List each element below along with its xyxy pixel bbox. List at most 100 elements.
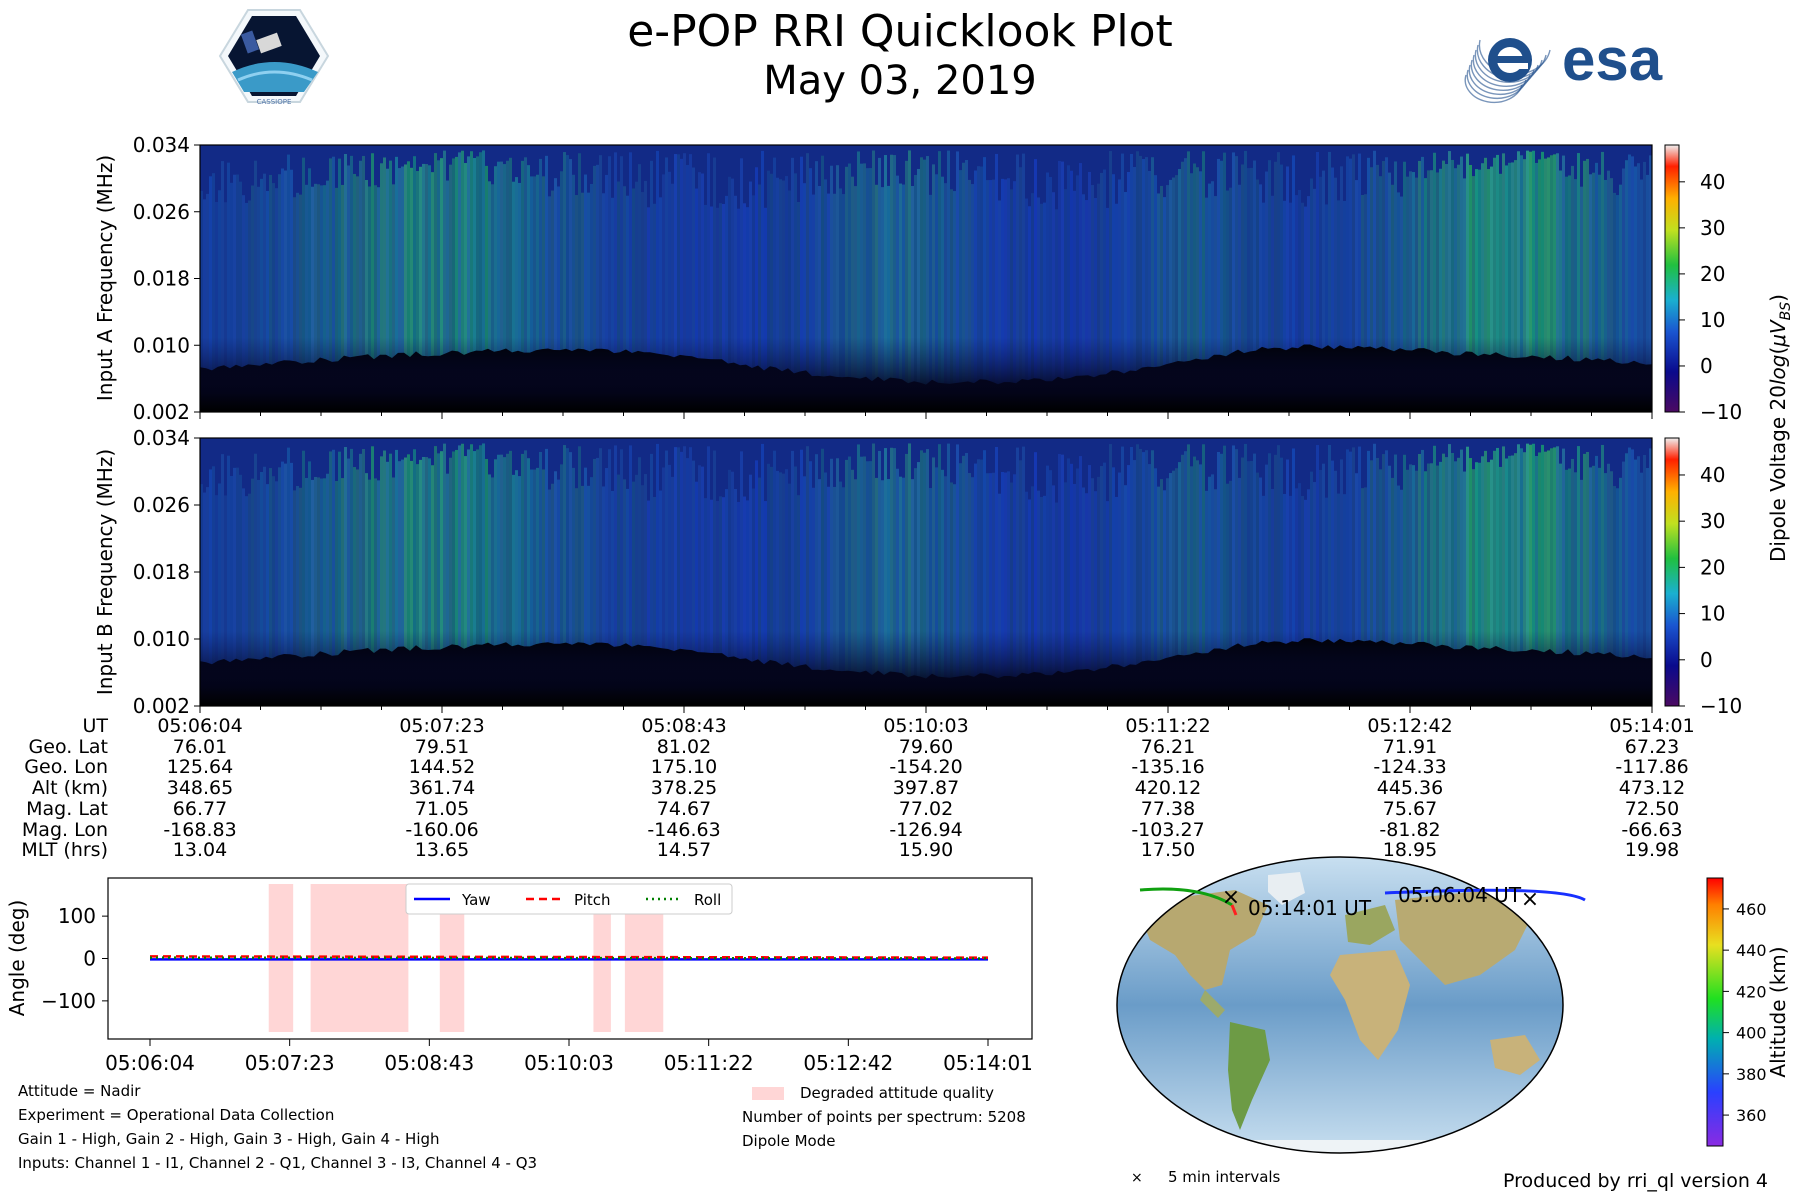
spectrogram-column (383, 157, 386, 412)
spectrogram-column (788, 483, 791, 706)
spectrogram-column (1502, 446, 1505, 706)
spectrogram-column (1013, 181, 1016, 412)
orbit-cell: 71.05 (414, 797, 470, 820)
spectrogram-column (686, 458, 689, 706)
spectrogram-column (1178, 169, 1181, 412)
spectrogram-column (857, 151, 860, 412)
spectrogram-column (674, 447, 677, 706)
spectrogram-column (416, 464, 419, 706)
spectrogram-column (1508, 455, 1511, 706)
spectrogram-column (1142, 159, 1145, 412)
spectrogram-column (548, 196, 551, 412)
spectrogram-column (1325, 497, 1328, 706)
spectrogram-column (521, 453, 524, 706)
spectrogram-column (1478, 462, 1481, 706)
spectrogram-column (593, 458, 596, 706)
orbit-cell: 05:10:03 (883, 715, 969, 737)
spectrogram-column (410, 460, 413, 706)
spectrogram-column (626, 488, 629, 706)
spectrogram-column (860, 456, 863, 706)
spectrogram-column (1169, 179, 1172, 412)
spectrogram-column (1016, 154, 1019, 412)
spectrogram-column (1295, 488, 1298, 706)
spectrogram-column (833, 193, 836, 412)
spectrogram-column (1586, 158, 1589, 412)
spectrogram-column (1577, 153, 1580, 412)
spectrogram-column (611, 490, 614, 706)
y-tick-label: 0.026 (133, 493, 190, 517)
spectrogram-column (383, 450, 386, 706)
spectrogram-column (326, 180, 329, 412)
spectrogram-column (704, 204, 707, 412)
spectrogram-column (1535, 456, 1538, 706)
spectrogram-column (473, 158, 476, 412)
spectrogram-column (341, 184, 344, 412)
spectrogram-column (218, 190, 221, 412)
degraded-interval (310, 884, 409, 1032)
spectrogram-column (218, 483, 221, 706)
spectrogram-column (1616, 195, 1619, 412)
spectrogram-column (1100, 172, 1103, 412)
spectrogram-column (1463, 178, 1466, 412)
spectrogram-column (1607, 463, 1610, 706)
spectrogram-column (1391, 184, 1394, 412)
spectrogram-column (974, 170, 977, 412)
spectrogram-column (1496, 447, 1499, 706)
spectrogram-column (671, 476, 674, 706)
spectrogram-column (1058, 453, 1061, 706)
spectrogram-column (1286, 459, 1289, 706)
orbit-cell: 144.52 (408, 756, 476, 779)
spectrogram-column (920, 157, 923, 412)
spectrogram-column (269, 174, 272, 412)
spectrogram-column (425, 164, 428, 412)
spectrogram-column (653, 203, 656, 412)
spectrogram-column (701, 173, 704, 412)
spectrogram-column (1430, 170, 1433, 412)
spectrogram-column (278, 467, 281, 706)
spectrogram-column (296, 192, 299, 412)
spectrogram-column (1262, 202, 1265, 412)
spectrogram-column (671, 183, 674, 412)
spectrogram-column (263, 173, 266, 412)
spectrogram-column (257, 479, 260, 706)
spectrogram-column (791, 450, 794, 706)
spectrogram-column (920, 450, 923, 706)
spectrogram-column (1250, 167, 1253, 412)
spectrogram-column (803, 476, 806, 706)
spectrogram-column (938, 444, 941, 706)
spectrogram-column (1412, 465, 1415, 706)
spectrogram-column (1445, 457, 1448, 706)
attitude-pitch-line (149, 955, 989, 959)
spectrogram-column (1322, 170, 1325, 412)
spectrogram-column (737, 208, 740, 412)
spectrogram-column (1145, 157, 1148, 412)
spectrogram-column (251, 185, 254, 412)
attitude-x-tick-label: 05:10:03 (524, 1051, 614, 1075)
orbit-cell: 05:07:23 (399, 715, 485, 737)
spectrogram-column (1370, 167, 1373, 412)
spectrogram-column (1217, 158, 1220, 412)
spectrogram-column (779, 179, 782, 412)
spectrogram-column (881, 187, 884, 412)
spectrogram-column (1271, 488, 1274, 706)
spectrogram-column (578, 446, 581, 706)
spectrogram-column (1637, 456, 1640, 706)
spectrogram-column (1055, 209, 1058, 412)
spectrogram-column (1448, 444, 1451, 706)
colorbar-tick-label: −10 (1700, 694, 1742, 718)
orbit-cell: 05:08:43 (641, 715, 727, 737)
spectrogram-column (524, 450, 527, 706)
spectrogram-column (296, 485, 299, 706)
spectrogram-column (401, 459, 404, 706)
spectrogram-column (1583, 160, 1586, 412)
spectrogram-column (1418, 453, 1421, 706)
spectrogram-column (749, 474, 752, 706)
spectrogram-column (275, 481, 278, 706)
spectrogram-column (1436, 465, 1439, 706)
spectrogram-column (1334, 177, 1337, 412)
map-legend-label: 5 min intervals (1168, 1168, 1281, 1186)
spectrogram-column (1385, 450, 1388, 706)
colorbar-tick-label: 30 (1700, 216, 1725, 240)
spectrogram-column (683, 446, 686, 706)
